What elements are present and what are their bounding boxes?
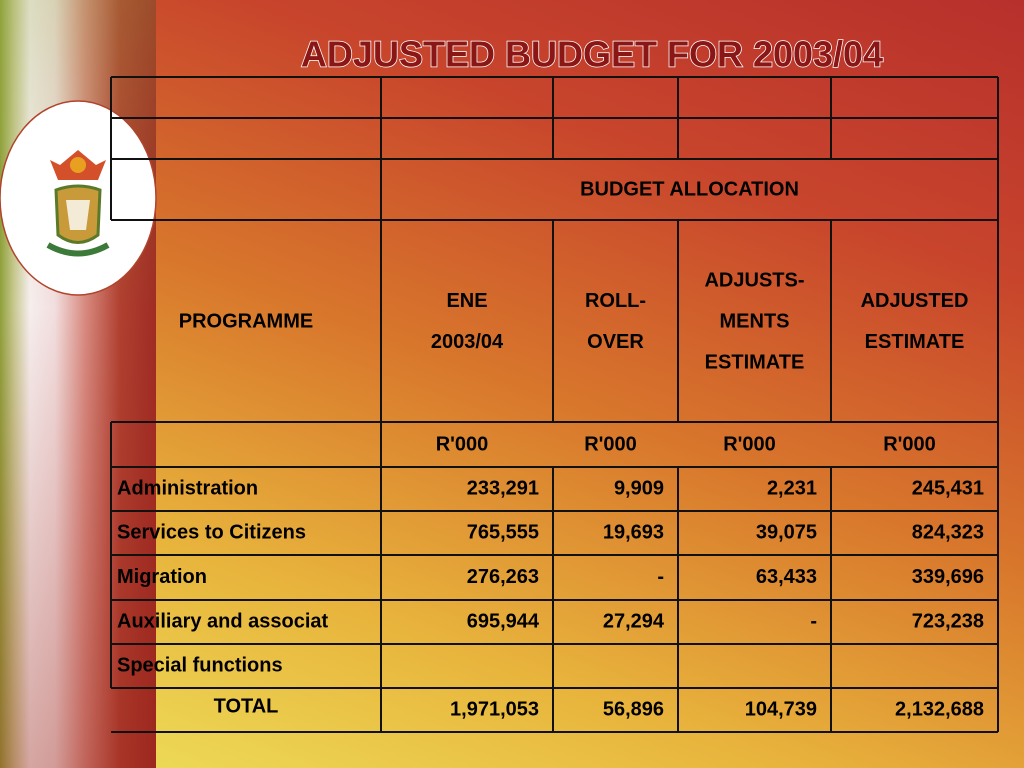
- column-header: ENE: [446, 290, 487, 312]
- row-label: Auxiliary and associat: [117, 610, 329, 632]
- total-label: TOTAL: [214, 695, 279, 717]
- unit-label: R'000: [883, 433, 936, 455]
- cell-value: 2,231: [767, 477, 817, 499]
- slide-title: ADJUSTED BUDGET FOR 2003/04: [301, 34, 883, 75]
- column-header: MENTS: [720, 310, 790, 332]
- cell-value: 9,909: [614, 477, 664, 499]
- column-header: ROLL-: [585, 290, 646, 312]
- column-header: ESTIMATE: [865, 331, 965, 353]
- cell-value: -: [810, 610, 817, 632]
- cell-value: 723,238: [912, 610, 984, 632]
- cell-value: 27,294: [603, 610, 665, 632]
- cell-value: 339,696: [912, 566, 984, 588]
- unit-label: R'000: [584, 433, 637, 455]
- cell-value: 19,693: [603, 521, 664, 543]
- cell-value: 233,291: [467, 477, 539, 499]
- row-label: Migration: [117, 566, 207, 588]
- row-label: Special functions: [117, 654, 283, 676]
- cell-value: 104,739: [745, 698, 817, 720]
- cell-value: 1,971,053: [450, 698, 539, 720]
- row-label: Services to Citizens: [117, 521, 306, 543]
- cell-value: 824,323: [912, 521, 984, 543]
- column-header: OVER: [587, 331, 644, 353]
- column-header: ESTIMATE: [705, 351, 805, 373]
- column-header: ADJUSTS-: [704, 269, 804, 291]
- cell-value: 63,433: [756, 566, 817, 588]
- cell-value: 695,944: [467, 610, 540, 632]
- cell-value: 765,555: [467, 521, 539, 543]
- unit-label: R'000: [723, 433, 776, 455]
- column-header: 2003/04: [431, 331, 504, 353]
- cell-value: -: [657, 566, 664, 588]
- emblem: [0, 100, 157, 296]
- unit-label: R'000: [436, 433, 489, 455]
- cell-value: 2,132,688: [895, 698, 984, 720]
- cell-value: 245,431: [912, 477, 984, 499]
- group-header: BUDGET ALLOCATION: [580, 178, 799, 200]
- cell-value: 39,075: [756, 521, 817, 543]
- cell-value: 56,896: [603, 698, 664, 720]
- column-header: PROGRAMME: [179, 310, 313, 332]
- cell-value: 276,263: [467, 566, 539, 588]
- column-header: ADJUSTED: [861, 290, 969, 312]
- row-label: Administration: [117, 477, 258, 499]
